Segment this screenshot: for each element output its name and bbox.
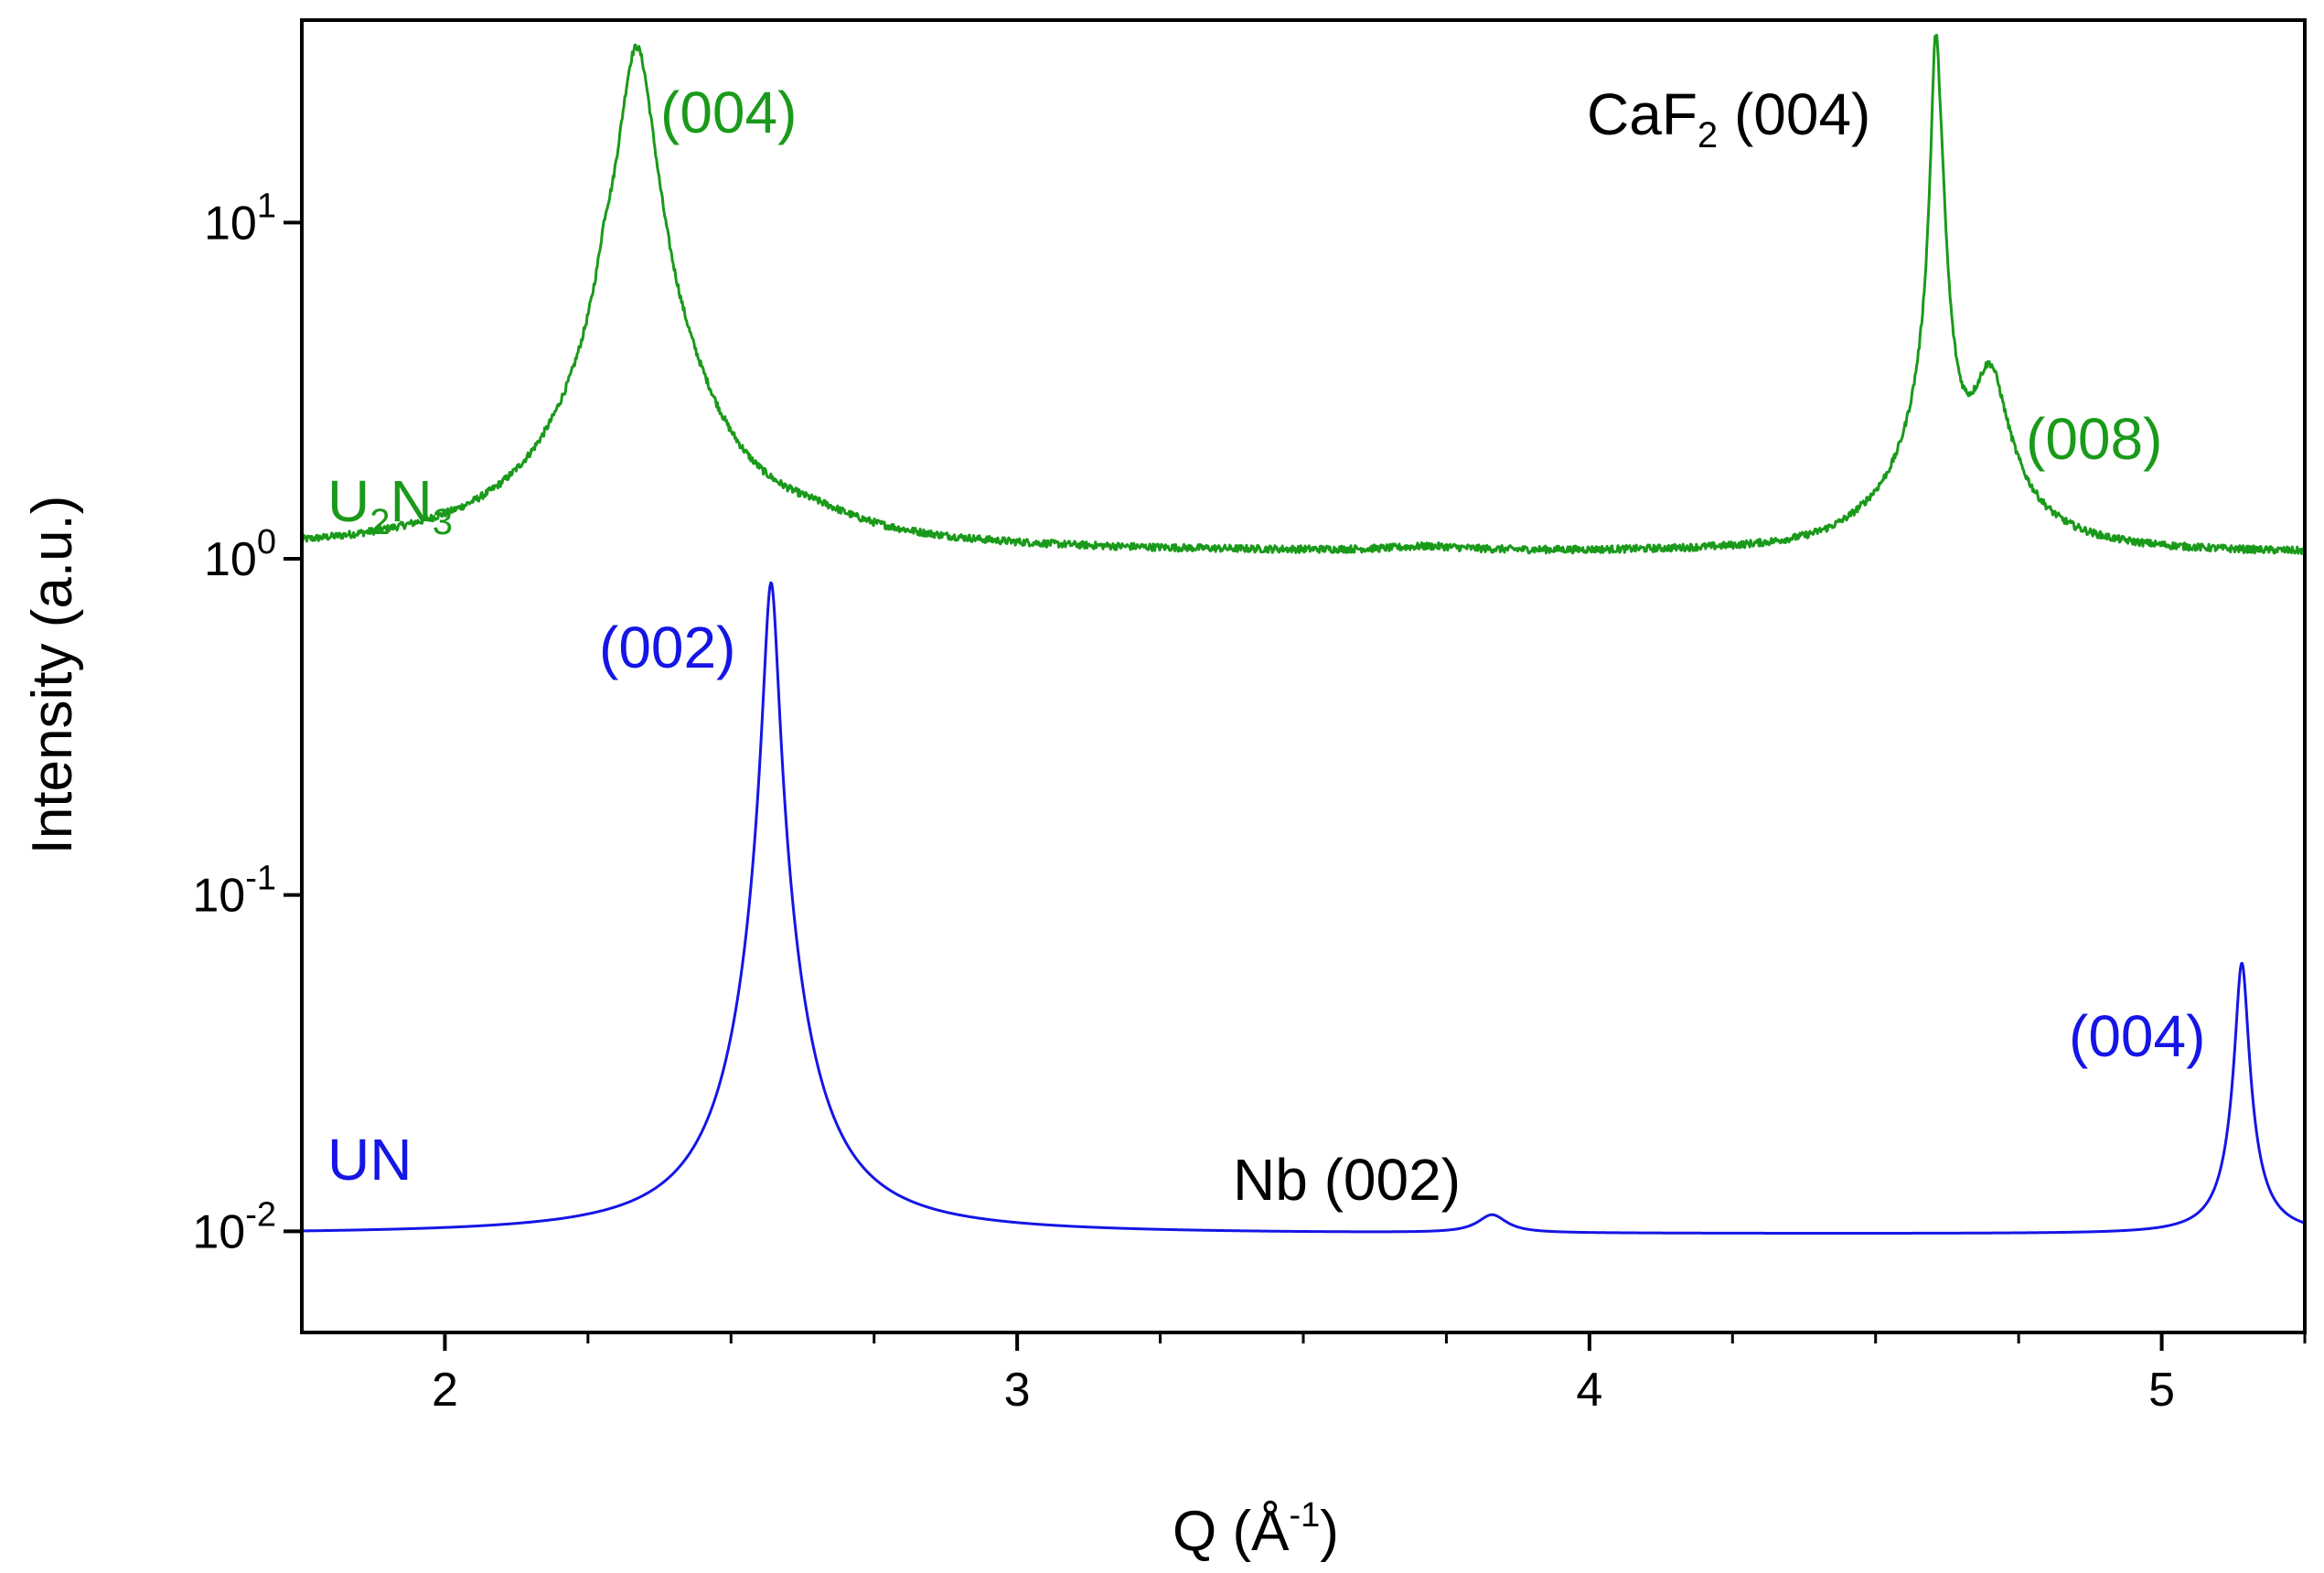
x-tick-label: 3 (1004, 1364, 1031, 1417)
x-axis-title-sup: -1 (1290, 1496, 1321, 1535)
annotation-un-004: (004) (2069, 1003, 2205, 1069)
y-tick-base: 10 (204, 533, 257, 586)
x-tick-label: 5 (2148, 1364, 2175, 1417)
series-label-u2n3-a: U (327, 468, 369, 534)
y-axis-title: Intensity (a.u.) (21, 496, 84, 855)
annotation-un-002: (002) (599, 615, 735, 680)
series-label-u2n3: U2N3 (327, 468, 453, 542)
y-tick-label: 100 (204, 523, 276, 586)
x-tick-label: 2 (432, 1364, 458, 1417)
y-tick-label: 10-2 (192, 1195, 276, 1258)
x-axis-title-tail: ) (1320, 1500, 1339, 1563)
annotation-caf2-sub: 2 (1697, 115, 1718, 155)
y-tick-exp: 0 (257, 523, 276, 562)
annotation-nb-002: Nb (002) (1233, 1147, 1461, 1213)
series-layer (300, 33, 2306, 1235)
annotation-u2n3-004: (004) (660, 80, 797, 145)
series-line-un (301, 581, 2306, 1235)
series-label-u2n3-s1: 2 (369, 502, 390, 542)
y-tick-exp: -2 (245, 1195, 276, 1234)
y-tick-base: 10 (192, 870, 245, 923)
annotation-u2n3-008: (008) (2026, 406, 2162, 472)
x-axis-title-base: Q (Å (1173, 1500, 1290, 1563)
series-label-u2n3-b: N (390, 468, 432, 534)
x-tick-label: 4 (1576, 1364, 1602, 1417)
series-label-un: UN (327, 1127, 412, 1193)
x-axis-title: Q (Å-1) (1173, 1496, 1339, 1563)
y-tick-exp: 1 (257, 187, 276, 225)
annotation-caf2-b: (004) (1718, 81, 1870, 147)
y-tick-label: 10-1 (192, 860, 276, 923)
y-tick-exp: -1 (245, 860, 276, 898)
y-tick-base: 10 (192, 1205, 245, 1258)
series-label-u2n3-s2: 3 (433, 502, 453, 542)
annotation-caf2-a: CaF (1587, 81, 1697, 147)
annotation-caf2-004: CaF2 (004) (1587, 81, 1870, 155)
y-tick-label: 101 (204, 187, 276, 250)
y-tick-base: 10 (204, 197, 257, 250)
series-line-u2n3 (300, 33, 2306, 556)
